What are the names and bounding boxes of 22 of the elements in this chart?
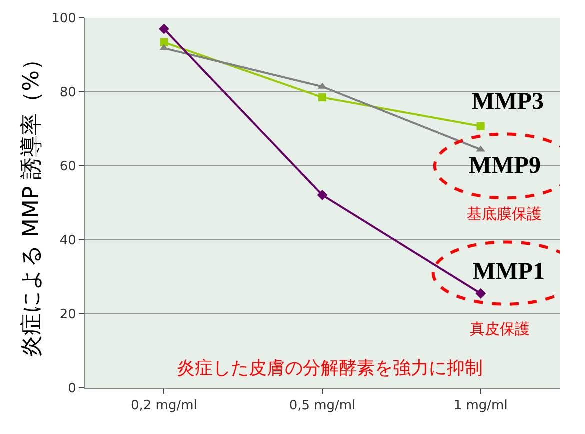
x-tick-label: 0,2 mg/ml bbox=[130, 398, 198, 414]
point bbox=[476, 122, 485, 130]
series-label: MMP1 bbox=[473, 259, 545, 285]
y-tick-label: 60 bbox=[60, 160, 76, 175]
y-tick-label: 40 bbox=[60, 234, 76, 249]
y-axis-title: 炎症による MMP 誘導率（%） bbox=[19, 48, 44, 358]
annotation: 真皮保護 bbox=[470, 320, 530, 338]
annotation: 基底膜保護 bbox=[467, 205, 542, 223]
series-label: MMP3 bbox=[472, 89, 544, 115]
point bbox=[160, 38, 168, 46]
y-tick-label: 0 bbox=[68, 382, 76, 397]
point bbox=[158, 24, 170, 34]
annotation: 炎症した皮膚の分解酵素を強力に抑制 bbox=[177, 358, 483, 379]
series-label: MMP9 bbox=[469, 153, 541, 179]
point bbox=[476, 288, 486, 299]
x-tick-label: 1 mg/ml bbox=[454, 398, 508, 414]
y-tick-label: 20 bbox=[60, 308, 76, 323]
x-tick-label: 0,5 mg/ml bbox=[289, 398, 356, 414]
point bbox=[318, 94, 326, 102]
y-tick-label: 80 bbox=[60, 86, 76, 101]
point bbox=[317, 190, 328, 200]
y-tick-label: 100 bbox=[52, 12, 76, 27]
